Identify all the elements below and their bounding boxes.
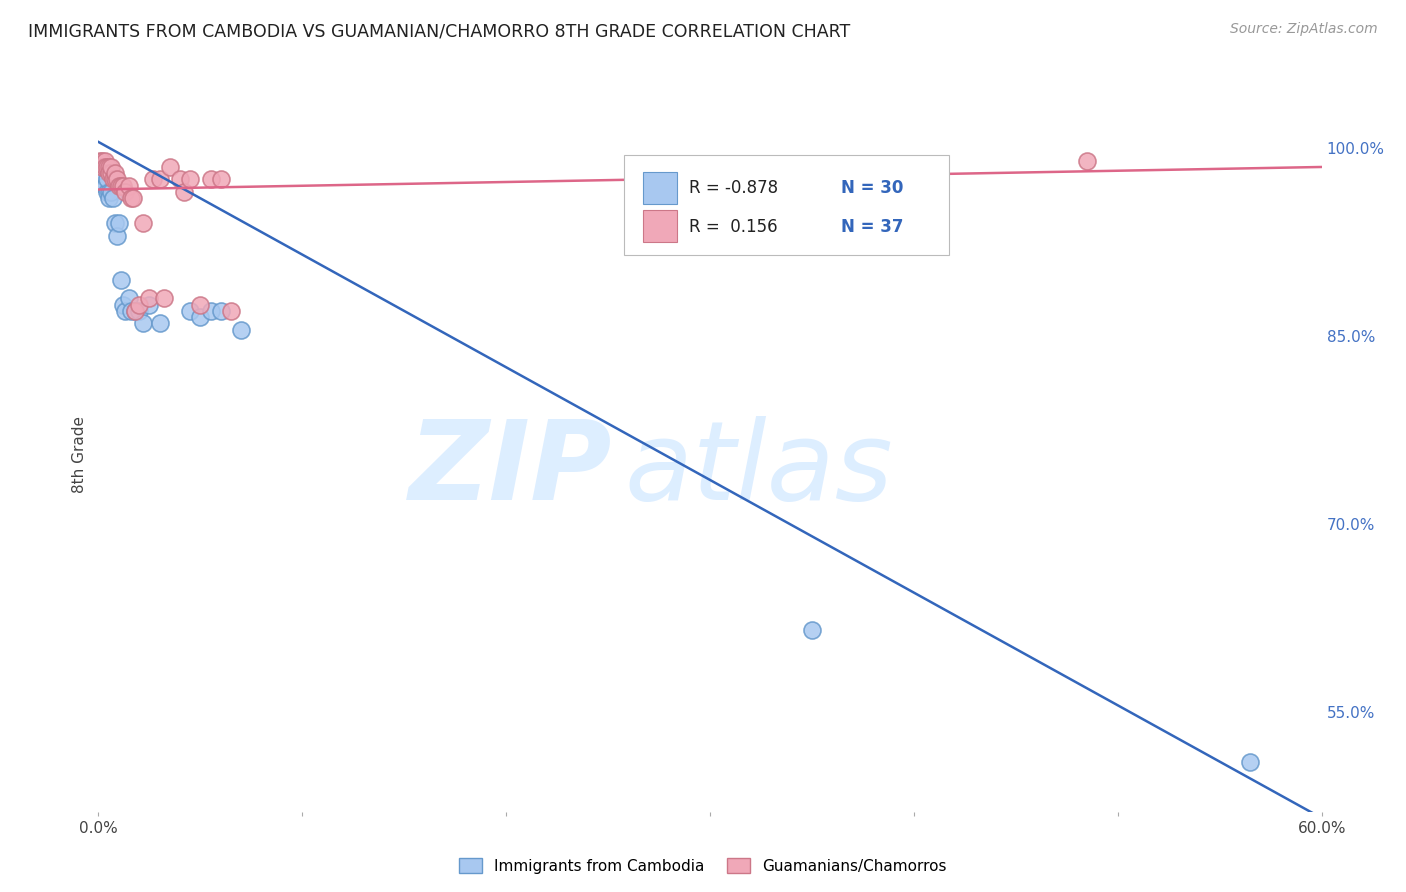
Point [179, 304, 201, 318]
Point [149, 317, 172, 331]
Text: Source: ZipAtlas.com: Source: ZipAtlas.com [1230, 22, 1378, 37]
Point [142, 172, 165, 186]
Point [110, 178, 132, 193]
Point [91, 172, 114, 186]
Point [96, 185, 118, 199]
Point [104, 216, 127, 230]
Point [89, 166, 111, 180]
Point [104, 166, 127, 180]
Point [104, 172, 127, 186]
Point [128, 304, 150, 318]
Point [114, 185, 136, 199]
Point [120, 304, 142, 318]
Point [108, 178, 131, 193]
Point [100, 160, 122, 174]
Point [1239, 755, 1261, 769]
FancyBboxPatch shape [624, 155, 949, 255]
Text: N = 30: N = 30 [841, 179, 903, 197]
Point [209, 172, 232, 186]
Text: ZIP: ZIP [409, 416, 612, 523]
Point [93, 153, 115, 168]
Point [91, 153, 114, 168]
Point [179, 172, 201, 186]
Point [110, 273, 132, 287]
Text: R =  0.156: R = 0.156 [689, 218, 778, 235]
Point [91, 160, 114, 174]
Point [114, 304, 136, 318]
Point [1076, 153, 1098, 168]
Point [97, 160, 120, 174]
Text: R = -0.878: R = -0.878 [689, 179, 779, 197]
Point [100, 166, 122, 180]
Point [118, 292, 141, 306]
Point [93, 178, 115, 193]
Point [100, 185, 122, 199]
Point [209, 304, 232, 318]
Point [132, 317, 155, 331]
Text: atlas: atlas [624, 416, 893, 523]
Text: IMMIGRANTS FROM CAMBODIA VS GUAMANIAN/CHAMORRO 8TH GRADE CORRELATION CHART: IMMIGRANTS FROM CAMBODIA VS GUAMANIAN/CH… [28, 22, 851, 40]
Point [200, 172, 222, 186]
Point [111, 178, 134, 193]
Point [128, 298, 150, 312]
Point [111, 298, 134, 312]
Point [200, 304, 222, 318]
Point [101, 191, 124, 205]
Point [93, 160, 115, 174]
Point [101, 172, 124, 186]
Bar [643, 211, 678, 243]
Point [105, 172, 128, 186]
Point [188, 298, 212, 312]
Point [219, 304, 242, 318]
Point [122, 191, 145, 205]
Point [96, 160, 118, 174]
Point [231, 323, 253, 337]
Point [93, 178, 115, 193]
Text: N = 37: N = 37 [841, 218, 904, 235]
Point [105, 228, 128, 243]
Point [169, 172, 191, 186]
Legend: Immigrants from Cambodia, Guamanians/Chamorros: Immigrants from Cambodia, Guamanians/Cha… [453, 852, 953, 880]
Point [801, 623, 824, 637]
Point [97, 191, 120, 205]
Point [108, 216, 131, 230]
Point [132, 216, 155, 230]
Point [124, 304, 146, 318]
Point [97, 166, 120, 180]
Point [188, 310, 212, 325]
Point [118, 178, 141, 193]
Point [96, 172, 118, 186]
Point [89, 153, 111, 168]
Point [149, 172, 172, 186]
Point [124, 304, 146, 318]
Point [159, 160, 181, 174]
Point [120, 191, 142, 205]
Point [97, 185, 120, 199]
Point [138, 298, 160, 312]
Y-axis label: 8th Grade: 8th Grade [72, 417, 87, 493]
Point [173, 185, 195, 199]
Point [152, 292, 174, 306]
Bar [643, 171, 678, 203]
Point [138, 292, 160, 306]
